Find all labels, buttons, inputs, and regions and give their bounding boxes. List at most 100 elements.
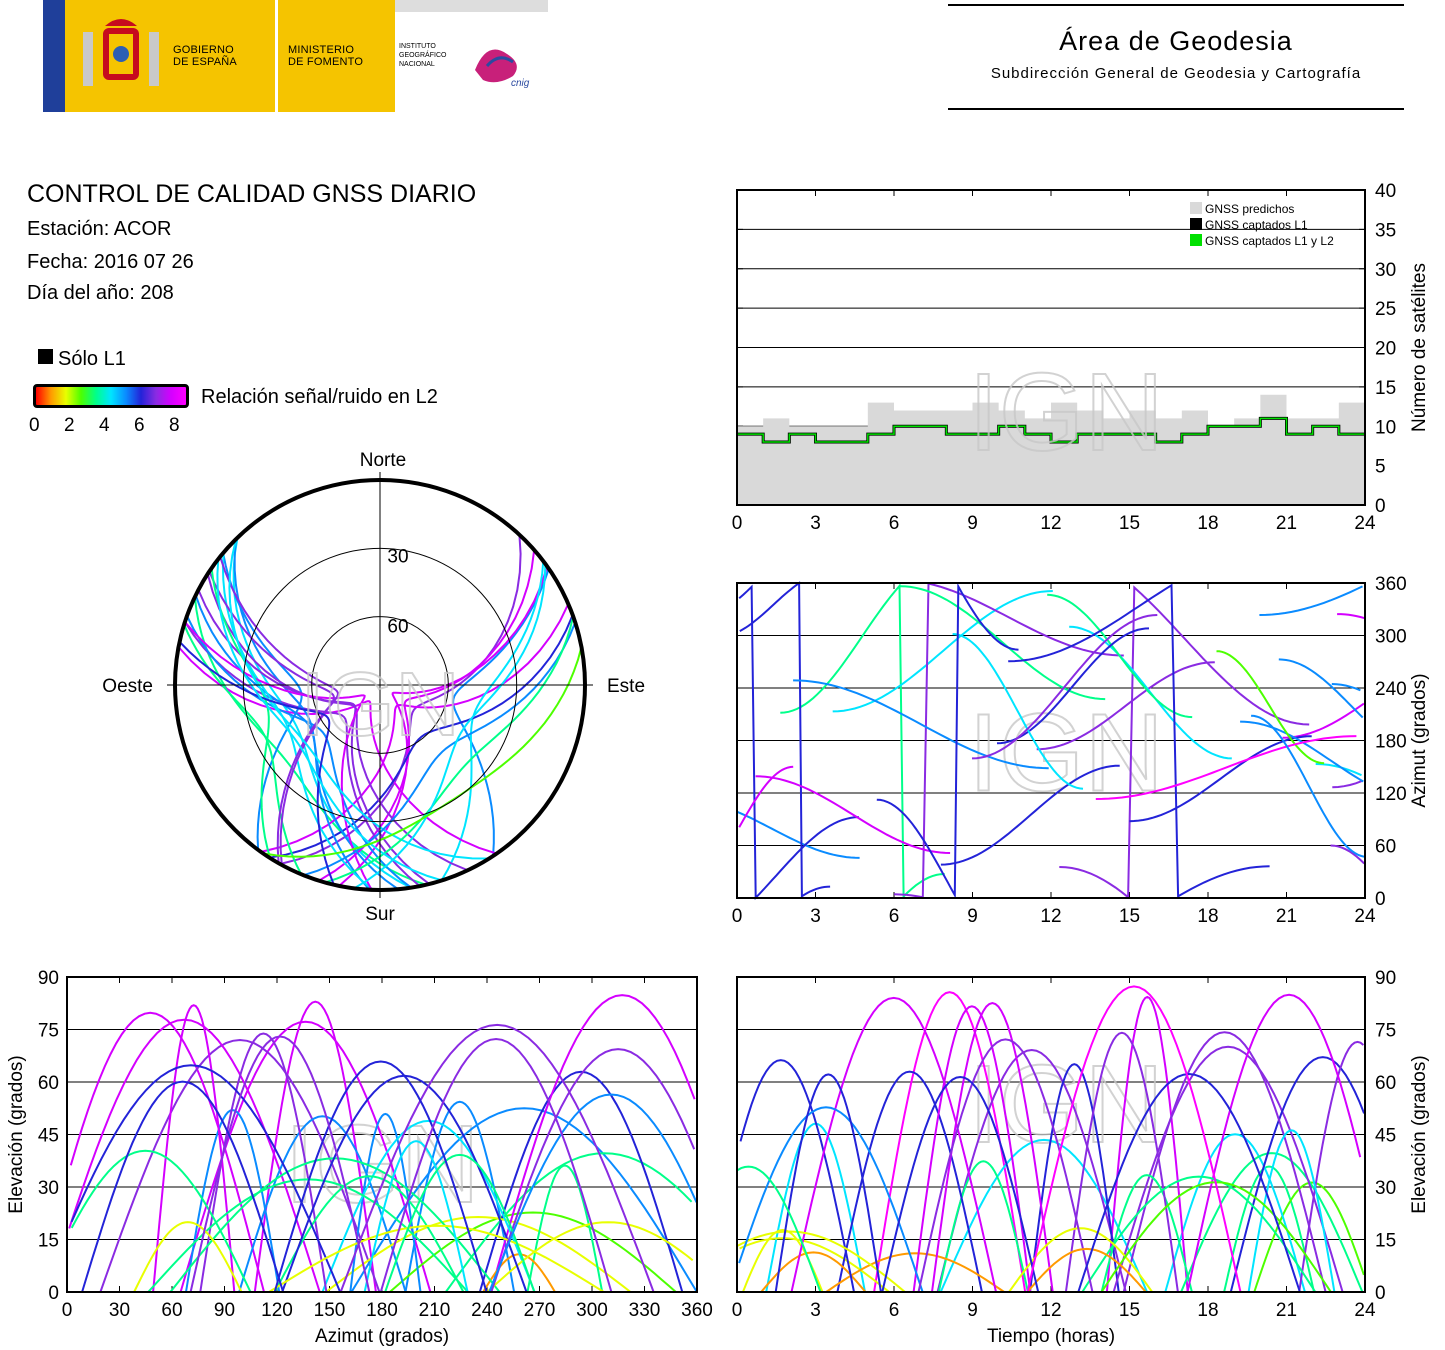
ign-line2: GEOGRÁFICO <box>399 52 447 59</box>
azimuth-track <box>1216 650 1325 765</box>
azimuth-track <box>1259 585 1363 616</box>
elevation-track <box>384 1153 536 1293</box>
azimuth-track <box>1095 735 1357 800</box>
azimuth-track <box>894 582 1124 899</box>
x-tick-label: 150 <box>314 1300 346 1321</box>
elevation-track <box>917 1038 1094 1293</box>
cnig-logo-icon: cnig <box>475 49 530 89</box>
azimuth-track <box>1331 683 1361 692</box>
x-tick-label: 300 <box>576 1300 608 1321</box>
x-tick-label: 21 <box>1276 906 1297 927</box>
x-tick-label: 9 <box>967 513 978 534</box>
azimuth-track <box>832 590 1053 713</box>
plot-border <box>736 976 1366 1293</box>
elevation-track <box>444 1152 693 1293</box>
report-title: CONTROL DE CALIDAD GNSS DIARIO <box>27 180 477 208</box>
x-tick-label: 18 <box>1197 513 1218 534</box>
y-tick-label: 120 <box>1375 784 1407 805</box>
elevation-track <box>189 1035 371 1293</box>
elevation-track <box>1100 1181 1332 1293</box>
y-tick-label: 35 <box>1375 220 1396 241</box>
azimuth-track <box>940 764 1120 866</box>
y-tick-label: 25 <box>1375 299 1396 320</box>
y-axis-label: Elevación (grados) <box>1409 1055 1430 1213</box>
sky-track <box>184 621 373 891</box>
elevation-track <box>404 1100 516 1293</box>
elevation-track <box>268 1224 605 1293</box>
y-tick-label: 90 <box>1375 968 1396 989</box>
x-tick-label: 60 <box>161 1300 182 1321</box>
elevation-track <box>478 1070 684 1293</box>
elevation-track <box>70 1149 252 1293</box>
elevation-track <box>321 1119 536 1293</box>
elevation-track <box>912 1005 1032 1293</box>
station-label: Estación: ACOR <box>27 218 172 240</box>
x-tick-label: 0 <box>62 1300 73 1321</box>
y-tick-label: 90 <box>38 968 59 989</box>
elevation-track <box>1026 1247 1147 1293</box>
elevation-track <box>1253 1181 1365 1293</box>
x-tick-label: 6 <box>889 513 900 534</box>
azimuth-track <box>1337 613 1365 620</box>
elevation-track <box>147 1178 469 1293</box>
north-label: Norte <box>360 450 406 471</box>
x-tick-label: 270 <box>524 1300 556 1321</box>
ministry-logo-block: MINISTERIO DE FOMENTO <box>278 0 395 112</box>
y-axis-label: Azimut (grados) <box>1409 673 1430 807</box>
ign-line3: NACIONAL <box>399 61 435 68</box>
ministry-line2: DE FOMENTO <box>288 56 364 68</box>
elevation-track <box>1223 1165 1315 1293</box>
elevation-track <box>273 1060 488 1293</box>
legend-swatch <box>1190 218 1202 230</box>
sky-track <box>219 556 339 864</box>
x-tick-label: 24 <box>1354 513 1376 534</box>
x-tick-label: 0 <box>732 513 743 534</box>
x-tick-label: 6 <box>889 1300 900 1321</box>
x-tick-label: 24 <box>1354 906 1376 927</box>
legend-label: GNSS captados L1 y L2 <box>1205 234 1334 248</box>
elevation-azimuth-chart: 0 15 30 45 60 75 90 0 30 60 90 120 150 180 210 240 270 30… <box>6 968 713 1347</box>
elevation-track <box>325 1215 632 1293</box>
ign-watermark: IGN <box>300 655 460 755</box>
y-axis-label: Número de satélites <box>1409 263 1430 432</box>
x-tick-label: 6 <box>889 906 900 927</box>
y-tick-label: 75 <box>1375 1021 1396 1042</box>
elevation-track <box>1026 985 1242 1293</box>
y-tick-label: 360 <box>1375 574 1407 595</box>
y-tick-label: 60 <box>1375 1073 1396 1094</box>
y-tick-label: 20 <box>1375 339 1396 360</box>
elevation-track <box>379 1037 613 1293</box>
azimuth-track <box>1059 585 1310 900</box>
elevation-track <box>526 1164 604 1293</box>
ign-line1: INSTITUTO <box>399 43 436 50</box>
snr-tick: 2 <box>64 415 75 436</box>
y-tick-label: 45 <box>38 1126 59 1147</box>
predicted-area <box>737 394 1365 505</box>
azimuth-track <box>780 583 945 899</box>
x-tick-label: 3 <box>810 513 821 534</box>
sky-track <box>260 603 570 853</box>
elevation-track <box>339 1023 655 1293</box>
elevation-track <box>69 1011 265 1293</box>
sky-track <box>353 563 547 890</box>
y-tick-label: 30 <box>38 1178 59 1199</box>
elevation-track <box>70 1064 342 1293</box>
y-tick-label: 0 <box>1375 889 1386 910</box>
sky-track <box>262 646 583 858</box>
azimuth-track <box>739 581 831 898</box>
x-tick-label: 15 <box>1119 513 1140 534</box>
azimuth-track <box>1008 583 1270 898</box>
elevation-track <box>1081 1175 1317 1293</box>
x-tick-label: 3 <box>810 906 821 927</box>
ministry-line1: MINISTERIO <box>288 44 355 56</box>
azimuth-track <box>1330 844 1365 865</box>
azimuth-track <box>1129 735 1312 823</box>
azimuth-track <box>1036 661 1215 751</box>
gov-line1: GOBIERNO <box>173 44 234 56</box>
snr-tick: 4 <box>99 415 110 436</box>
y-tick-label: 45 <box>1375 1126 1396 1147</box>
snr-tick: 6 <box>134 415 145 436</box>
x-tick-label: 30 <box>109 1300 130 1321</box>
azimuth-track <box>793 679 1049 770</box>
elevation-track <box>825 1252 1005 1293</box>
